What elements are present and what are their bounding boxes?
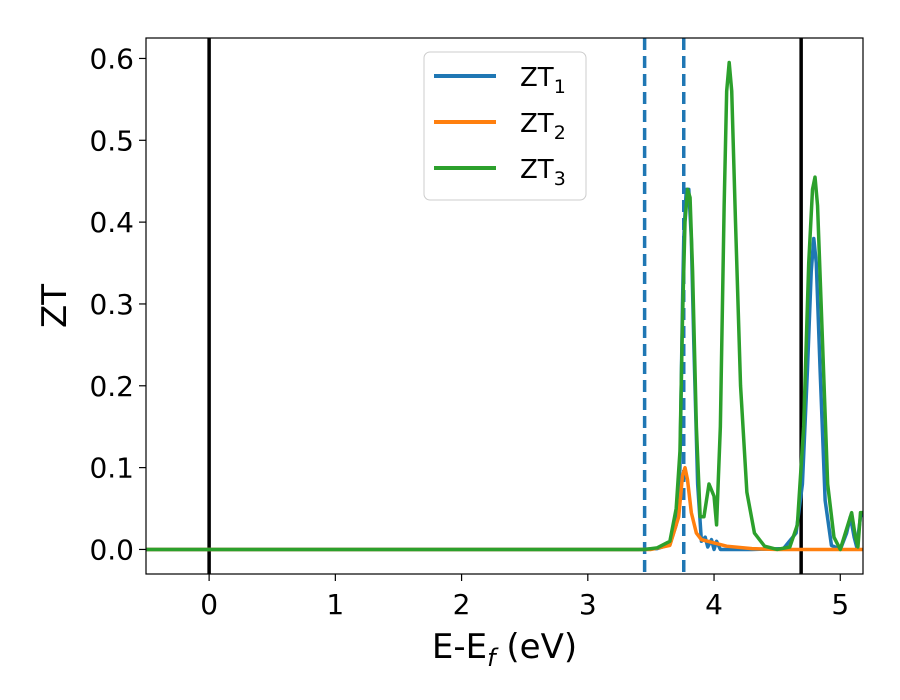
x-tick-label: 4 bbox=[705, 588, 723, 621]
y-tick-label: 0.6 bbox=[89, 42, 134, 75]
y-tick-label: 0.1 bbox=[89, 452, 134, 485]
x-axis-label-main: E-E bbox=[432, 627, 487, 667]
y-axis-ticks: 0.0 0.1 0.2 0.3 0.4 0.5 0.6 bbox=[89, 42, 146, 566]
x-tick-label: 0 bbox=[200, 588, 218, 621]
legend: ZT1 ZT2 ZT3 bbox=[423, 51, 587, 201]
x-axis-ticks: 0 1 2 3 4 5 bbox=[200, 574, 849, 621]
y-axis-label: ZT bbox=[35, 284, 75, 328]
series-line-zt3 bbox=[146, 60, 863, 552]
y-tick-label: 0.3 bbox=[89, 288, 134, 321]
legend-label-zt2: ZT2 bbox=[520, 109, 566, 144]
x-tick-label: 3 bbox=[579, 588, 597, 621]
x-axis-label: E-Ef (eV) bbox=[432, 627, 577, 672]
y-tick-label: 0.4 bbox=[89, 206, 134, 239]
x-tick-label: 2 bbox=[453, 588, 471, 621]
plot-frame bbox=[145, 37, 864, 575]
y-tick-label: 0.5 bbox=[89, 124, 134, 157]
legend-label-zt3: ZT3 bbox=[520, 155, 566, 190]
y-tick-label: 0.0 bbox=[89, 533, 134, 566]
y-tick-label: 0.2 bbox=[89, 370, 134, 403]
x-axis-label-suffix: (eV) bbox=[496, 627, 578, 667]
x-tick-label: 1 bbox=[326, 588, 344, 621]
series-lines bbox=[146, 60, 863, 552]
series-line-zt2 bbox=[146, 465, 863, 552]
x-tick-label: 5 bbox=[831, 588, 849, 621]
legend-label-zt1: ZT1 bbox=[520, 63, 566, 98]
legend-box bbox=[423, 51, 587, 201]
